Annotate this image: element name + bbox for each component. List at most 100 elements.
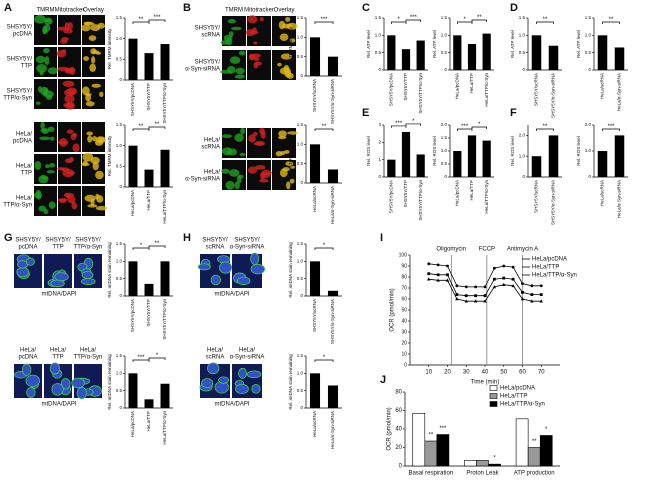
x-tick-label: SHSY5Y/α-Syn-siRNA — [551, 180, 556, 225]
y-tick-label: 0.5 — [297, 276, 304, 281]
marker — [539, 299, 543, 303]
y-tick-label: 0 — [119, 293, 122, 298]
row-label: TTP/α-Syn — [3, 96, 32, 102]
cell-stain — [82, 160, 88, 166]
cell-stain — [221, 168, 230, 174]
marker — [502, 282, 506, 286]
bar — [467, 135, 477, 177]
bar — [412, 412, 426, 467]
y-tick-label: 1.0 — [519, 33, 526, 38]
y-axis-label: Rel. ATP level — [432, 30, 437, 58]
panel-label: E — [362, 107, 369, 119]
panel-label: D — [510, 2, 518, 14]
cell-stain — [62, 168, 75, 178]
y-tick-label: 0.5 — [519, 50, 526, 55]
x-tick-label: 40 — [482, 370, 489, 376]
marker — [492, 285, 497, 289]
column-header: TTP/α-Syn — [74, 245, 103, 251]
cell-stain — [83, 56, 90, 61]
y-tick-label: 1.0 — [441, 148, 448, 153]
cell-stain — [81, 24, 91, 32]
column-header: SHSY5Y/ — [234, 238, 260, 244]
cell-stain — [277, 62, 282, 67]
cell-stain — [95, 205, 108, 211]
y-tick-label: 1.5 — [116, 353, 123, 358]
x-tick-label: HeLa/TTP/α-Syn — [484, 73, 489, 107]
column-header: TTP — [52, 355, 63, 361]
y-tick-label: 80 — [401, 274, 407, 280]
cell-stain — [286, 181, 291, 190]
sig-bracket — [132, 359, 150, 362]
row-label: scRNA — [201, 33, 220, 39]
nucleus — [246, 370, 262, 379]
bar — [144, 169, 154, 187]
sig-label: * — [493, 456, 496, 462]
sig-bracket — [390, 125, 407, 128]
cell-stain — [62, 80, 75, 87]
cell-stain — [61, 49, 67, 53]
nucleus — [81, 271, 94, 280]
sig-label: *** — [320, 17, 328, 23]
event-label: Oligomycin — [436, 247, 466, 253]
sig-bracket — [390, 21, 407, 24]
bar — [597, 35, 608, 70]
bar — [548, 135, 559, 177]
legend-label: HeLa/pcDNA — [500, 386, 535, 392]
row-label: TTP/α-Syn — [3, 203, 32, 209]
cell-stain — [234, 133, 244, 142]
nucleus — [238, 367, 247, 379]
x-tick-label: HeLa/α-Syn-siRNA — [617, 180, 622, 218]
bar — [128, 145, 138, 187]
column-header: HeLa/ — [20, 348, 36, 354]
bar — [128, 261, 138, 296]
x-tick-label: 50 — [500, 370, 507, 376]
sig-label: ** — [532, 439, 537, 445]
sig-label: * — [545, 427, 548, 433]
row-label: SHSY5Y/ — [7, 57, 33, 63]
sig-bracket — [132, 247, 150, 250]
row-label: pcDNA — [13, 32, 32, 38]
cell-stain — [87, 204, 98, 208]
y-tick-label: 1.5 — [297, 241, 304, 246]
marker — [502, 276, 506, 280]
cell-stain — [85, 101, 95, 107]
row-label: HeLa/ — [16, 164, 32, 170]
cell-stain — [219, 70, 232, 74]
marker — [483, 299, 487, 303]
cell-stain — [279, 67, 291, 75]
y-tick-label: 2.0 — [441, 122, 448, 127]
sig-label: ** — [322, 124, 327, 130]
column-header: SHSY5Y/ — [202, 238, 228, 244]
bar — [401, 49, 411, 70]
marker — [455, 293, 459, 296]
nucleus — [210, 274, 221, 286]
cell-stain — [38, 205, 47, 212]
y-tick-label: 20 — [401, 340, 407, 346]
x-tick-label: SHSY5Y/TTP — [146, 83, 151, 111]
bar — [309, 37, 321, 76]
x-tick-label: SHSY5Y/TTP/α-Syn — [418, 180, 423, 221]
legend-label: HeLa/pcDNA — [532, 257, 567, 263]
y-tick-label: 1.0 — [585, 33, 592, 38]
y-tick-label: 1.0 — [297, 35, 304, 40]
cell-stain — [48, 201, 56, 209]
row-label: SHSY5Y/ — [7, 89, 33, 95]
y-tick-label: 1.5 — [297, 15, 304, 20]
y-tick-label: 0.5 — [116, 388, 123, 393]
cell-stain — [253, 41, 258, 45]
y-axis-label: Rel. ROS level — [576, 136, 581, 166]
bar — [309, 261, 321, 296]
x-tick-label: HeLa/pcDNA — [455, 73, 460, 99]
row-label: SHSY5Y/ — [195, 26, 221, 32]
column-header: SHSY5Y/ — [15, 238, 41, 244]
bar — [531, 156, 542, 177]
cell-stain — [88, 35, 97, 41]
cell-stain — [237, 174, 244, 179]
marker — [492, 277, 496, 281]
row-label: HeLa/ — [16, 132, 32, 138]
sig-bracket — [148, 126, 166, 129]
cell-stain — [235, 67, 245, 75]
marker — [464, 299, 468, 303]
nucleus — [250, 252, 260, 266]
y-axis-label: Rel. ROS level — [366, 136, 371, 166]
